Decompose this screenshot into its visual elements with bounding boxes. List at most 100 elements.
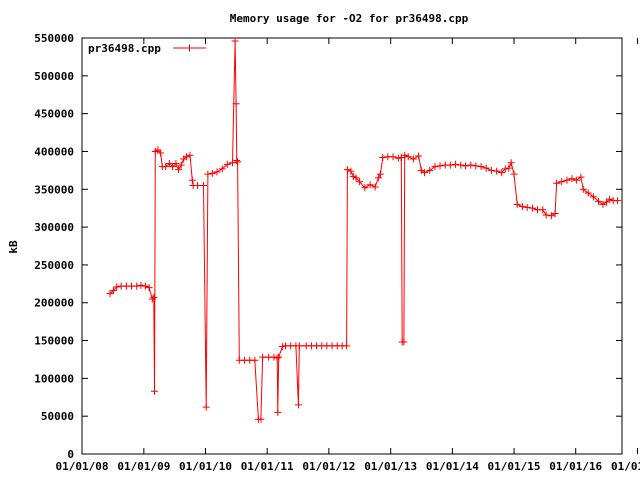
data-point	[109, 287, 117, 295]
data-point	[436, 162, 444, 170]
data-point	[137, 281, 145, 289]
y-tick-label: 400000	[34, 145, 74, 158]
data-point	[169, 163, 177, 171]
data-point	[274, 408, 282, 416]
data-point	[394, 154, 402, 162]
data-point	[389, 153, 397, 161]
y-axis-label: kB	[7, 240, 20, 254]
data-point	[568, 175, 576, 183]
data-point	[182, 153, 190, 161]
y-tick-label: 250000	[34, 259, 74, 272]
data-point	[505, 164, 513, 172]
data-point	[199, 181, 207, 189]
y-tick-label: 350000	[34, 183, 74, 196]
data-point	[172, 160, 180, 168]
data-point	[347, 167, 355, 175]
data-point	[498, 169, 506, 177]
data-point	[275, 353, 283, 361]
y-tick-label: 150000	[34, 335, 74, 348]
x-tick-label: 01/01/09	[117, 460, 170, 473]
data-point	[528, 204, 536, 212]
data-point	[595, 197, 603, 205]
data-point	[213, 168, 221, 176]
data-point	[409, 155, 417, 163]
data-point	[251, 356, 259, 364]
data-point	[188, 176, 196, 184]
data-point	[374, 174, 382, 182]
data-point	[376, 170, 384, 178]
data-point	[415, 152, 423, 160]
chart-title: Memory usage for -O2 for pr36498.cpp	[230, 12, 469, 25]
data-point	[294, 401, 302, 409]
x-axis: 01/01/08 01/01/09 01/01/10 01/01/11 01/01/12…	[56, 38, 640, 473]
data-point	[194, 181, 202, 189]
data-point	[584, 189, 592, 197]
data-point	[106, 290, 114, 298]
data-point	[259, 353, 267, 361]
data-point	[295, 342, 303, 350]
data-point	[482, 164, 490, 172]
data-point	[157, 149, 165, 157]
data-point	[356, 178, 364, 186]
data-point	[113, 283, 121, 291]
legend-label: pr36498.cpp	[88, 42, 161, 55]
data-point	[452, 160, 460, 168]
data-point	[218, 165, 226, 173]
data-point	[379, 154, 387, 162]
data-point	[343, 342, 351, 350]
data-point	[599, 200, 607, 208]
data-point	[352, 174, 360, 182]
data-point	[539, 206, 547, 214]
x-tick-label: 01/01/12	[302, 460, 355, 473]
x-tick-label: 01/01/11	[241, 460, 294, 473]
data-point	[148, 295, 156, 303]
data-point	[577, 173, 585, 181]
data-point	[343, 166, 351, 174]
y-tick-label: 300000	[34, 221, 74, 234]
data-point	[232, 100, 240, 108]
data-point	[229, 159, 237, 167]
data-point	[472, 162, 480, 170]
data-point	[563, 176, 571, 184]
plot-border	[81, 37, 623, 455]
data-point	[366, 181, 374, 189]
data-point	[467, 161, 475, 169]
data-point	[551, 209, 559, 217]
data-point	[579, 185, 587, 193]
y-tick-label: 100000	[34, 372, 74, 385]
data-point	[523, 203, 531, 211]
data-point	[542, 211, 550, 219]
y-axis: 0 50000 100000 150000 200000 250000 300000 3500…	[34, 32, 622, 461]
legend: pr36498.cpp	[88, 42, 206, 55]
data-point	[477, 163, 485, 171]
plot-frame	[81, 37, 623, 455]
data-point	[420, 169, 428, 177]
data-point	[589, 193, 597, 201]
legend-marker	[186, 44, 193, 52]
x-tick-label: 01/01/14	[426, 460, 479, 473]
data-point	[177, 161, 185, 169]
data-point	[606, 195, 614, 203]
x-tick-label: 01/01/08	[56, 460, 109, 473]
data-point	[186, 151, 194, 159]
data-point	[231, 37, 239, 45]
data-point	[558, 178, 566, 186]
x-tick-label: 01/01/13	[364, 460, 417, 473]
data-point	[278, 343, 286, 351]
data-point	[234, 158, 242, 166]
data-point	[145, 284, 153, 292]
y-tick-label: 450000	[34, 108, 74, 121]
data-point	[174, 166, 182, 174]
data-point	[518, 203, 526, 211]
data-point	[401, 151, 409, 159]
data-point	[150, 293, 158, 301]
data-point	[233, 157, 241, 165]
data-point	[150, 387, 158, 395]
data-point	[462, 162, 470, 170]
y-tick-label: 50000	[41, 410, 74, 423]
data-point	[257, 415, 265, 423]
data-point	[510, 170, 518, 178]
series-layer	[106, 37, 622, 423]
data-point	[457, 161, 465, 169]
